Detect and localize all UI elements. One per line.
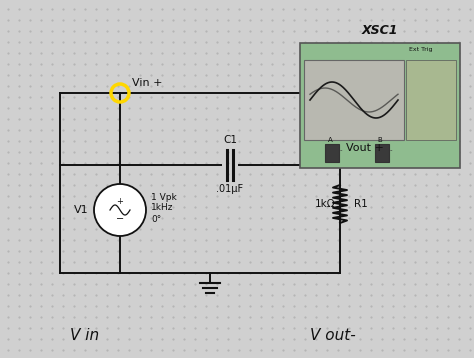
Text: C1: C1 bbox=[223, 135, 237, 145]
FancyBboxPatch shape bbox=[304, 60, 404, 140]
Text: R1: R1 bbox=[354, 199, 368, 209]
Text: V in: V in bbox=[70, 329, 99, 343]
Text: V out-: V out- bbox=[310, 329, 356, 343]
Text: -: - bbox=[340, 147, 343, 153]
Text: 0°: 0° bbox=[151, 214, 161, 223]
Text: -: - bbox=[390, 147, 392, 153]
Text: −: − bbox=[116, 214, 124, 224]
Text: Ext Trig: Ext Trig bbox=[409, 47, 432, 52]
Text: 1kHz: 1kHz bbox=[151, 203, 173, 213]
Text: Vin +: Vin + bbox=[132, 78, 163, 88]
Text: Vout +: Vout + bbox=[346, 143, 384, 153]
Text: 1 Vpk: 1 Vpk bbox=[151, 194, 177, 203]
FancyBboxPatch shape bbox=[300, 43, 460, 168]
Text: A: A bbox=[328, 137, 332, 143]
Text: V1: V1 bbox=[74, 205, 89, 215]
Text: +: + bbox=[117, 197, 123, 205]
Text: .01μF: .01μF bbox=[217, 184, 244, 194]
Text: XSC1: XSC1 bbox=[362, 24, 398, 37]
Text: 1kΩ: 1kΩ bbox=[314, 199, 335, 209]
Text: B: B bbox=[378, 137, 383, 143]
FancyBboxPatch shape bbox=[406, 60, 456, 140]
Circle shape bbox=[94, 184, 146, 236]
FancyBboxPatch shape bbox=[325, 144, 339, 162]
FancyBboxPatch shape bbox=[375, 144, 389, 162]
